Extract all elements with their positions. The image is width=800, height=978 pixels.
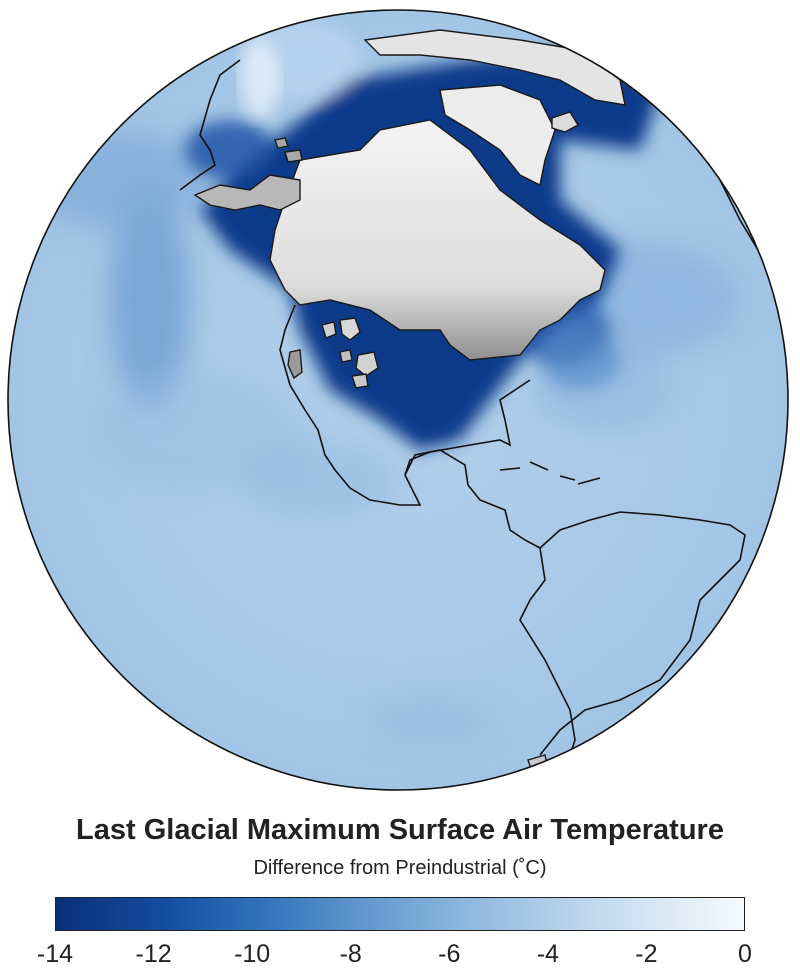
colorbar-tick-label: -2 xyxy=(635,940,658,968)
greenland-ice-sheet xyxy=(439,84,556,187)
colorbar-tick-label: -4 xyxy=(536,940,559,968)
south-america-west-coast xyxy=(519,547,576,771)
laurentide-ice-sheet xyxy=(269,119,606,361)
ice-sheets xyxy=(193,29,626,773)
cordilleran-ice-patch-4 xyxy=(287,349,303,380)
cordilleran-ice-patch-3 xyxy=(355,351,379,377)
colorbar-tick-label: -8 xyxy=(339,940,362,968)
iceland-ice xyxy=(551,111,579,133)
cordilleran-ice-patch-5 xyxy=(351,373,369,389)
aleutian-ice-1 xyxy=(274,137,289,149)
globe-map xyxy=(7,9,789,791)
caribbean-islands xyxy=(499,461,601,485)
alaska-coast xyxy=(179,59,241,191)
globe-disc xyxy=(8,10,788,790)
colorbar xyxy=(55,897,745,931)
colorbar-tick-label: -14 xyxy=(36,940,74,968)
aleutian-ice-2 xyxy=(284,149,303,163)
colorbar-tick-label: 0 xyxy=(738,940,752,968)
south-america-coast xyxy=(539,511,746,756)
cordilleran-ice-patch-1 xyxy=(339,317,361,341)
colorbar-ticks: -14 -12 -10 -8 -6 -4 -2 0 xyxy=(0,940,800,974)
map-title: Last Glacial Maximum Surface Air Tempera… xyxy=(76,814,724,846)
colorbar-tick-label: -12 xyxy=(135,940,172,968)
alaska-ice xyxy=(193,174,301,211)
north-america-coast xyxy=(279,304,541,549)
colorbar-tick-label: -10 xyxy=(234,940,271,968)
cordilleran-ice-patch-2 xyxy=(321,321,337,339)
cordilleran-ice-patch-6 xyxy=(339,349,353,363)
map-subtitle: Difference from Preindustrial (˚C) xyxy=(253,857,547,879)
globe-outline xyxy=(7,9,789,791)
arctic-ice xyxy=(363,29,626,106)
gulf-coast xyxy=(404,379,531,476)
colorbar-tick-label: -6 xyxy=(438,940,461,968)
